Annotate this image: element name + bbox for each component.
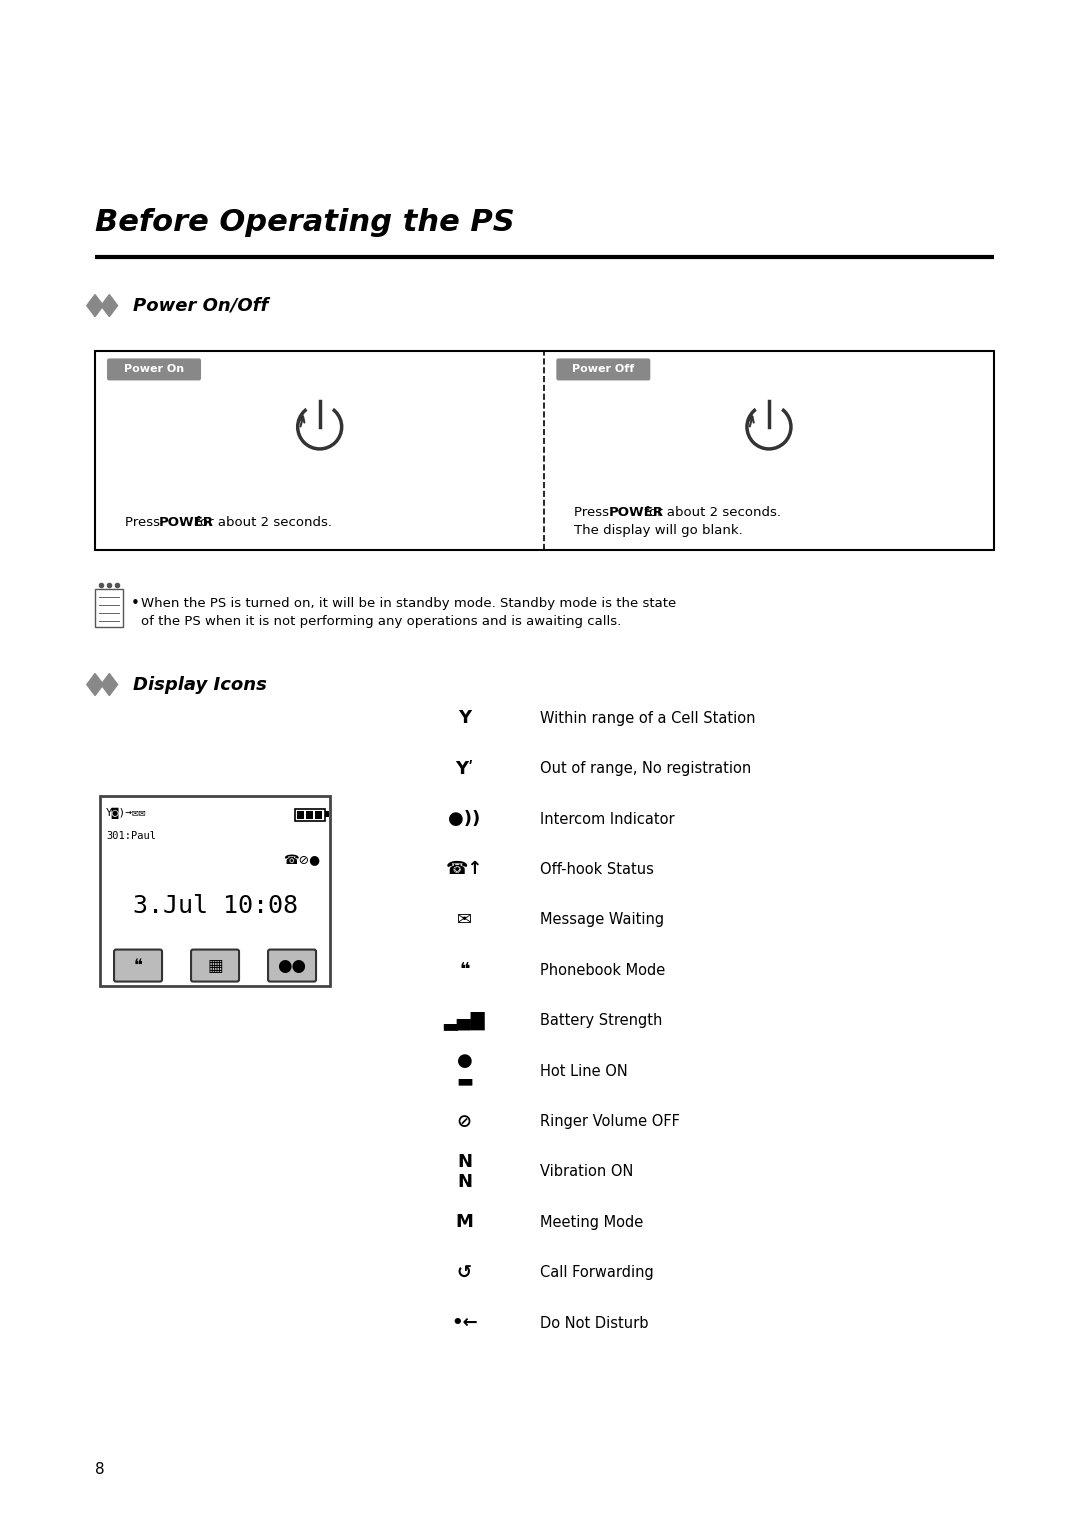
Text: Hot Line ON: Hot Line ON	[540, 1063, 627, 1079]
Text: M: M	[456, 1213, 473, 1232]
Text: N
N: N N	[457, 1152, 472, 1192]
Text: ●
▬: ● ▬	[456, 1051, 473, 1091]
Text: ✉: ✉	[457, 911, 472, 929]
Text: Yʹ: Yʹ	[455, 759, 474, 778]
FancyBboxPatch shape	[107, 359, 201, 380]
Text: ☎⊘●: ☎⊘●	[283, 854, 320, 866]
Text: Message Waiting: Message Waiting	[540, 912, 664, 927]
Text: When the PS is turned on, it will be in standby mode. Standby mode is the state: When the PS is turned on, it will be in …	[141, 597, 676, 610]
Text: The display will go blank.: The display will go blank.	[575, 524, 743, 536]
FancyBboxPatch shape	[114, 949, 162, 981]
Text: Out of range, No registration: Out of range, No registration	[540, 761, 752, 776]
Bar	[315, 810, 322, 819]
Text: 301:Paul: 301:Paul	[106, 831, 156, 840]
FancyBboxPatch shape	[556, 359, 650, 380]
Text: Display Icons: Display Icons	[133, 675, 267, 694]
Polygon shape	[86, 295, 104, 316]
Text: ❝: ❝	[459, 961, 470, 979]
Polygon shape	[86, 674, 104, 695]
Bar	[95, 351, 994, 550]
Text: 3.Jul 10:08: 3.Jul 10:08	[133, 894, 297, 917]
Text: ☎↑: ☎↑	[446, 860, 483, 879]
Polygon shape	[102, 674, 118, 695]
Text: ❝: ❝	[134, 957, 143, 975]
Text: •←: •←	[451, 1314, 477, 1332]
Text: ↺: ↺	[457, 1264, 472, 1282]
Polygon shape	[754, 400, 784, 414]
Bar	[306, 810, 313, 819]
Text: for about 2 seconds.: for about 2 seconds.	[639, 506, 781, 518]
Text: 8: 8	[95, 1462, 105, 1478]
Text: Do Not Disturb: Do Not Disturb	[540, 1316, 648, 1331]
Polygon shape	[305, 400, 335, 414]
Text: Power Off: Power Off	[572, 365, 634, 374]
Text: Intercom Indicator: Intercom Indicator	[540, 811, 675, 827]
Bar	[95, 590, 123, 626]
Text: Phonebook Mode: Phonebook Mode	[540, 963, 665, 978]
Text: Power On/Off: Power On/Off	[133, 296, 269, 315]
Bar	[325, 810, 329, 816]
Text: Before Operating the PS: Before Operating the PS	[95, 208, 515, 237]
Text: of the PS when it is not performing any operations and is awaiting calls.: of the PS when it is not performing any …	[141, 614, 621, 628]
Text: Battery Strength: Battery Strength	[540, 1013, 662, 1028]
Bar	[295, 808, 325, 821]
Text: ●●: ●●	[278, 957, 307, 975]
Text: for about 2 seconds.: for about 2 seconds.	[190, 515, 332, 529]
Text: ⊘: ⊘	[457, 1112, 472, 1131]
FancyBboxPatch shape	[191, 949, 239, 981]
Text: Within range of a Cell Station: Within range of a Cell Station	[540, 711, 756, 726]
Text: Press: Press	[125, 515, 164, 529]
Bar	[297, 810, 305, 819]
Text: Y◙)→✉✉: Y◙)→✉✉	[106, 808, 147, 819]
Text: Vibration ON: Vibration ON	[540, 1164, 633, 1180]
Text: Power On: Power On	[124, 365, 184, 374]
Polygon shape	[102, 295, 118, 316]
Bar	[100, 796, 330, 986]
Text: POWER: POWER	[159, 515, 214, 529]
Text: •: •	[131, 596, 140, 611]
Text: Ringer Volume OFF: Ringer Volume OFF	[540, 1114, 680, 1129]
Text: ●)): ●))	[448, 810, 481, 828]
Text: ▃▅█: ▃▅█	[444, 1012, 485, 1030]
Text: Y: Y	[458, 709, 471, 727]
Text: Call Forwarding: Call Forwarding	[540, 1265, 653, 1280]
Text: Off-hook Status: Off-hook Status	[540, 862, 653, 877]
Text: ▦: ▦	[207, 957, 222, 975]
Text: Press: Press	[575, 506, 613, 518]
Text: POWER: POWER	[608, 506, 663, 518]
Text: Meeting Mode: Meeting Mode	[540, 1215, 644, 1230]
FancyBboxPatch shape	[268, 949, 316, 981]
